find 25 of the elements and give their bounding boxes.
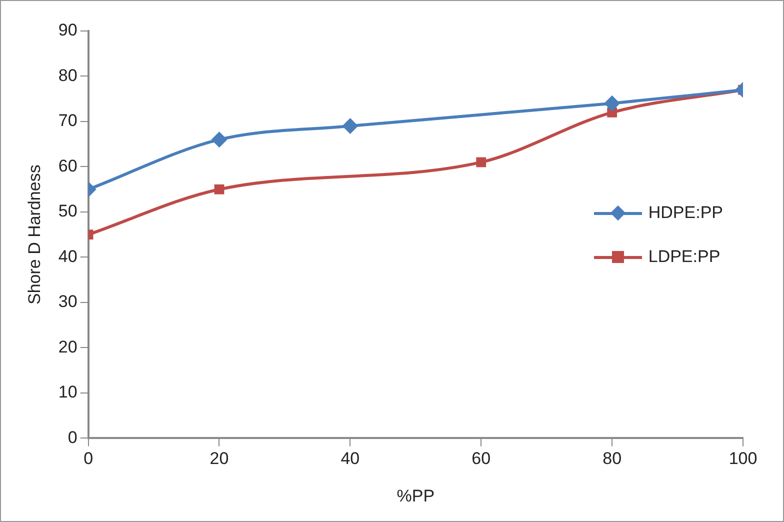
point bbox=[342, 118, 358, 134]
x-tick-label: 100 bbox=[728, 449, 758, 468]
point bbox=[211, 132, 228, 148]
x-tick-label: 20 bbox=[210, 449, 229, 468]
x-axis-title: %PP bbox=[396, 486, 435, 506]
x-tick-label: 0 bbox=[84, 449, 94, 468]
y-tick-label: 50 bbox=[58, 202, 78, 221]
y-axis-title: Shore D Hardness bbox=[24, 164, 44, 305]
point bbox=[604, 95, 620, 112]
point bbox=[214, 184, 224, 194]
y-tick-label: 40 bbox=[58, 246, 78, 266]
legend-label: HDPE:PP bbox=[648, 203, 723, 223]
y-tick-label: 30 bbox=[58, 292, 78, 312]
y-tick-label: 20 bbox=[58, 337, 78, 356]
y-tick-label: 0 bbox=[68, 428, 78, 447]
y-tick-label: 70 bbox=[58, 111, 78, 130]
y-tick-label: 10 bbox=[58, 382, 78, 402]
legend-label: LDPE:PP bbox=[648, 247, 720, 267]
x-tick-label: 40 bbox=[340, 449, 360, 468]
point bbox=[476, 157, 486, 168]
y-tick-label: 60 bbox=[58, 156, 78, 176]
x-tick-label: 60 bbox=[472, 449, 491, 468]
x-tick-label: 80 bbox=[602, 449, 622, 468]
y-tick-label: 80 bbox=[58, 66, 78, 85]
y-tick-label: 90 bbox=[58, 20, 78, 40]
